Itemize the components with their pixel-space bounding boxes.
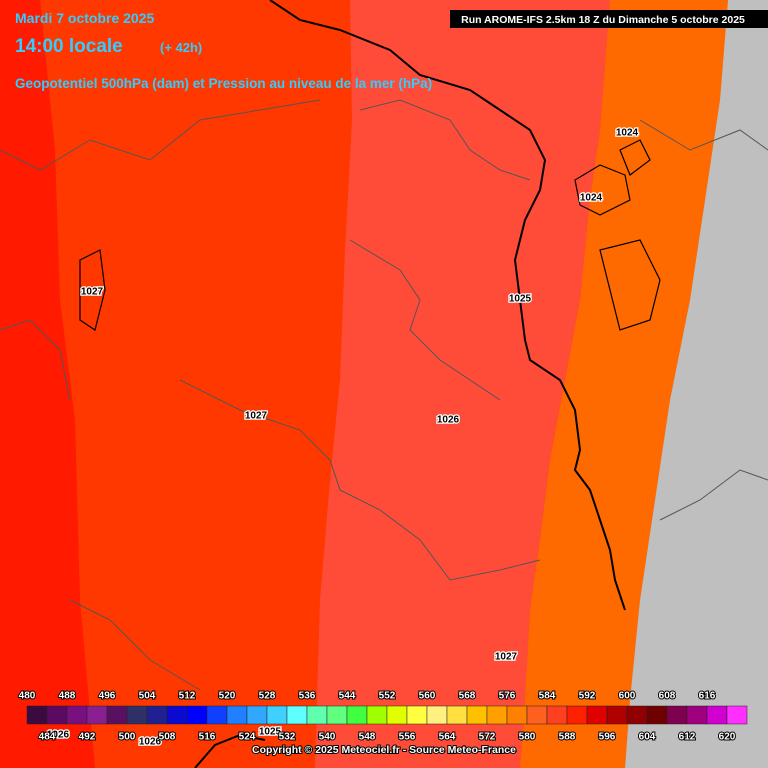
pressure-label: 1027 xyxy=(81,287,104,298)
colorbar-label: 516 xyxy=(199,732,216,743)
pressure-label: 1024 xyxy=(616,128,639,139)
colorbar-box xyxy=(86,705,108,725)
colorbar-label: 568 xyxy=(459,691,476,702)
colorbar-box xyxy=(206,705,228,725)
time: 14:00 locale xyxy=(15,36,123,57)
colorbar-box xyxy=(106,705,128,725)
colorbar-label: 564 xyxy=(439,732,456,743)
border-line xyxy=(194,733,266,768)
lead-time: (+ 42h) xyxy=(160,40,202,55)
colorbar-box xyxy=(426,705,448,725)
colorbar-box xyxy=(306,705,328,725)
copyright: Copyright © 2025 Meteociel.fr - Source M… xyxy=(252,744,516,756)
run-info: Run AROME-IFS 2.5km 18 Z du Dimanche 5 o… xyxy=(461,14,745,26)
date: Mardi 7 octobre 2025 xyxy=(15,10,154,26)
colorbar-label: 592 xyxy=(579,691,596,702)
colorbar-label: 596 xyxy=(599,732,616,743)
colorbar-label: 528 xyxy=(259,691,276,702)
colorbar-label: 584 xyxy=(539,691,556,702)
colorbar-label: 512 xyxy=(179,691,196,702)
colorbar-box xyxy=(386,705,408,725)
colorbar-label: 548 xyxy=(359,732,376,743)
pressure-label: 1026 xyxy=(437,415,460,426)
colorbar-label: 520 xyxy=(219,691,236,702)
colorbar-label: 536 xyxy=(299,691,316,702)
colorbar-label: 608 xyxy=(659,691,676,702)
colorbar-label: 480 xyxy=(19,691,36,702)
band xyxy=(625,0,768,768)
colorbar-box xyxy=(666,705,688,725)
pressure-label: 1025 xyxy=(259,727,282,738)
colorbar-box xyxy=(326,705,348,725)
colorbar-box xyxy=(366,705,388,725)
colorbar-label: 556 xyxy=(399,732,416,743)
colorbar-label: 500 xyxy=(119,732,136,743)
colorbar-box xyxy=(606,705,628,725)
band xyxy=(520,0,728,768)
pressure-label: 1027 xyxy=(495,652,518,663)
colorbar-box xyxy=(506,705,528,725)
colorbar-box xyxy=(486,705,508,725)
colorbar-box xyxy=(626,705,648,725)
colorbar-label: 532 xyxy=(279,732,296,743)
colorbar-label: 588 xyxy=(559,732,576,743)
colorbar-box xyxy=(266,705,288,725)
colorbar-box xyxy=(346,705,368,725)
colorbar-box xyxy=(46,705,68,725)
colorbar-label: 488 xyxy=(59,691,76,702)
colorbar-label: 484 xyxy=(39,732,56,743)
colorbar-box xyxy=(406,705,428,725)
colorbar-box xyxy=(446,705,468,725)
band xyxy=(315,0,610,768)
colorbar-label: 560 xyxy=(419,691,436,702)
pressure-label: 1024 xyxy=(580,193,603,204)
pressure-label: 1025 xyxy=(509,294,532,305)
colorbar-box xyxy=(66,705,88,725)
pressure-label: 1027 xyxy=(245,411,268,422)
colorbar-label: 524 xyxy=(239,732,256,743)
pressure-label: 1026 xyxy=(139,737,162,748)
colorbar-box xyxy=(226,705,248,725)
colorbar-box xyxy=(186,705,208,725)
subtitle: Geopotentiel 500hPa (dam) et Pression au… xyxy=(15,76,432,91)
colorbar-label: 604 xyxy=(639,732,656,743)
colorbar-box xyxy=(726,705,748,725)
band xyxy=(0,0,95,768)
border-line xyxy=(269,0,626,611)
colorbar-box xyxy=(146,705,168,725)
run-box xyxy=(450,10,768,28)
colorbar-label: 612 xyxy=(679,732,696,743)
colorbar-label: 508 xyxy=(159,732,176,743)
colorbar-box xyxy=(166,705,188,725)
colorbar-box xyxy=(686,705,708,725)
colorbar-box xyxy=(706,705,728,725)
colorbar-label: 492 xyxy=(79,732,96,743)
colorbar-box xyxy=(546,705,568,725)
colorbar-box xyxy=(126,705,148,725)
coast xyxy=(79,139,661,331)
colorbar-box xyxy=(646,705,668,725)
colorbar-label: 572 xyxy=(479,732,496,743)
colorbar-box xyxy=(286,705,308,725)
colorbar-label: 576 xyxy=(499,691,516,702)
colorbar-box xyxy=(566,705,588,725)
colorbar-label: 620 xyxy=(719,732,736,743)
colorbar-label: 540 xyxy=(319,732,336,743)
colorbar-label: 504 xyxy=(139,691,156,702)
colorbar-box xyxy=(246,705,268,725)
colorbar-label: 496 xyxy=(99,691,116,702)
colorbar-box xyxy=(466,705,488,725)
colorbar-box xyxy=(26,705,48,725)
borders xyxy=(0,99,768,691)
colorbar-label: 580 xyxy=(519,732,536,743)
colorbar-box xyxy=(586,705,608,725)
pressure-label: 1026 xyxy=(47,730,70,741)
colorbar-box xyxy=(526,705,548,725)
colorbar-label: 544 xyxy=(339,691,356,702)
colorbar-label: 600 xyxy=(619,691,636,702)
colorbar-label: 552 xyxy=(379,691,396,702)
colorbar-label: 616 xyxy=(699,691,716,702)
